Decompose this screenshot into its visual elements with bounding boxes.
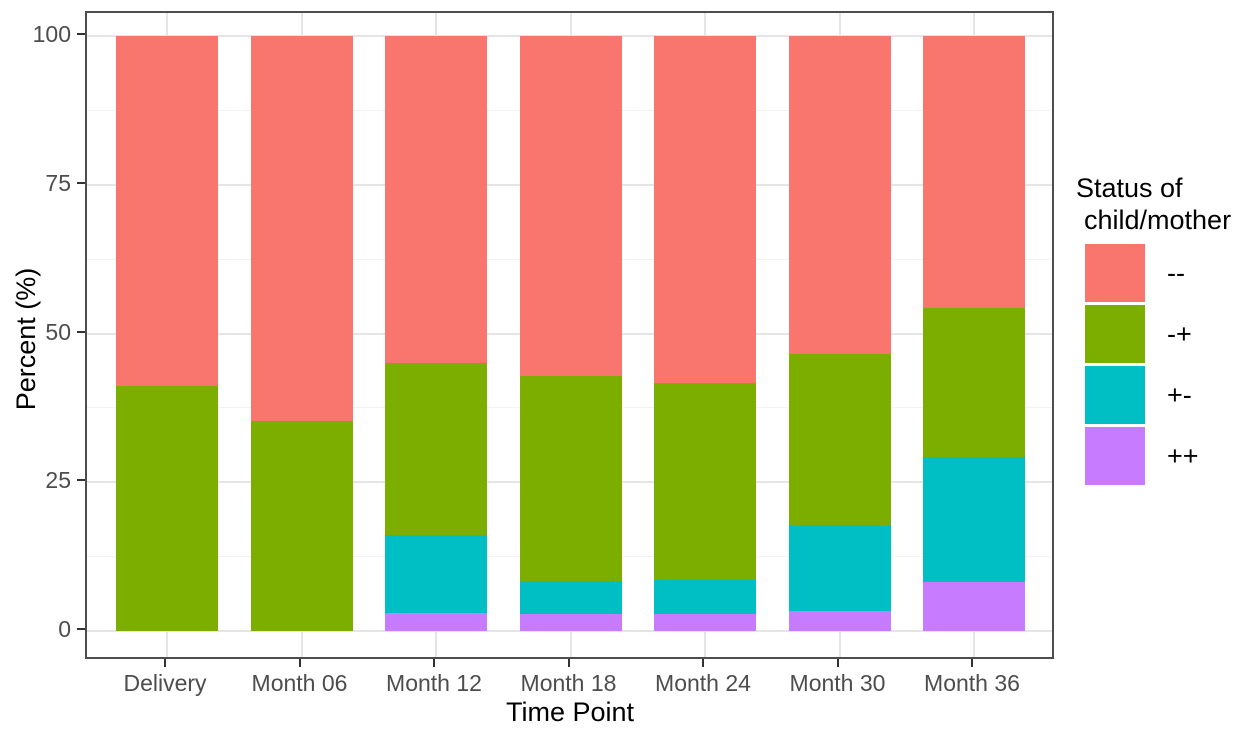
bar-segment----month-18 bbox=[519, 36, 622, 376]
y-tick-label: 50 bbox=[45, 318, 71, 345]
x-tick-label: Month 30 bbox=[789, 670, 886, 696]
legend-title-line2: child/mother bbox=[1084, 205, 1232, 235]
x-tick-label: Month 12 bbox=[386, 670, 482, 696]
x-axis-title: Time Point bbox=[505, 697, 635, 727]
bar-segment----month-30 bbox=[788, 36, 891, 355]
bar-segment--+-month-36 bbox=[923, 307, 1025, 458]
x-tick-mark bbox=[298, 659, 301, 667]
legend-item-label: -+ bbox=[1167, 319, 1192, 349]
bar-segment-+--month-24 bbox=[654, 580, 756, 615]
bar-segment-++-month-36 bbox=[923, 582, 1025, 631]
legend-item-label: -- bbox=[1167, 258, 1185, 288]
bar-segment-+--month-18 bbox=[519, 581, 622, 614]
bar-segment-++-month-30 bbox=[788, 611, 891, 631]
legend-item-label: ++ bbox=[1167, 441, 1199, 471]
x-tick-label: Month 36 bbox=[924, 670, 1020, 696]
bar-segment----month-24 bbox=[654, 36, 756, 384]
bar-segment--+-month-24 bbox=[654, 383, 756, 581]
bar-segment----month-06 bbox=[250, 36, 353, 421]
y-tick-mark bbox=[77, 33, 85, 35]
legend-key-swatch bbox=[1085, 427, 1145, 485]
bar-segment-+--month-12 bbox=[385, 535, 487, 613]
x-tick-label: Delivery bbox=[123, 670, 207, 696]
legend-key-swatch bbox=[1085, 244, 1145, 302]
legend-item-3: +- bbox=[1085, 366, 1250, 424]
x-tick-mark bbox=[702, 659, 704, 667]
bar-segment-+--month-30 bbox=[788, 525, 891, 612]
legend-key-swatch bbox=[1085, 305, 1145, 363]
legend-item-4: ++ bbox=[1085, 427, 1250, 485]
legend-item-1: -- bbox=[1085, 244, 1250, 302]
x-tick-label: Month 18 bbox=[520, 670, 617, 696]
x-tick-mark bbox=[971, 659, 973, 667]
legend: Status of child/mother -- -+ +- ++ bbox=[1076, 172, 1250, 488]
bar-segment-+--month-36 bbox=[923, 457, 1025, 583]
x-tick-mark bbox=[433, 659, 435, 667]
bar-segment----month-36 bbox=[923, 36, 1025, 308]
bar-segment--+-month-06 bbox=[250, 420, 353, 631]
y-tick-mark bbox=[77, 628, 85, 630]
bar-segment-++-month-18 bbox=[519, 613, 622, 631]
y-tick-label: 100 bbox=[32, 21, 71, 47]
y-tick-mark bbox=[77, 479, 85, 482]
x-tick-mark bbox=[567, 659, 570, 667]
y-tick-label: 25 bbox=[45, 467, 71, 494]
legend-item-label: +- bbox=[1167, 380, 1192, 410]
x-tick-mark bbox=[836, 659, 839, 667]
bar-segment----month-12 bbox=[385, 36, 487, 363]
legend-items: -- -+ +- ++ bbox=[1076, 236, 1250, 488]
legend-key-swatch bbox=[1085, 366, 1145, 424]
x-tick-label: Month 06 bbox=[251, 670, 348, 696]
bar-segment-++-month-12 bbox=[385, 612, 487, 631]
bar-segment--+-month-30 bbox=[788, 354, 891, 526]
x-tick-label: Month 24 bbox=[655, 670, 751, 696]
legend-item-2: -+ bbox=[1085, 305, 1250, 363]
bar-segment-++-month-24 bbox=[654, 614, 756, 631]
legend-title-line1: Status of bbox=[1076, 173, 1183, 203]
bar-segment--+-month-18 bbox=[519, 375, 622, 581]
bar-segment--+-month-12 bbox=[385, 362, 487, 536]
x-tick-mark bbox=[164, 659, 166, 667]
y-tick-mark bbox=[77, 181, 85, 184]
y-tick-label: 75 bbox=[45, 169, 71, 196]
bar-segment--+-delivery bbox=[116, 385, 218, 631]
plot-panel bbox=[85, 11, 1054, 659]
bar-segment----delivery bbox=[116, 36, 218, 386]
y-tick-label: 0 bbox=[58, 616, 71, 642]
y-tick-mark bbox=[77, 330, 85, 333]
